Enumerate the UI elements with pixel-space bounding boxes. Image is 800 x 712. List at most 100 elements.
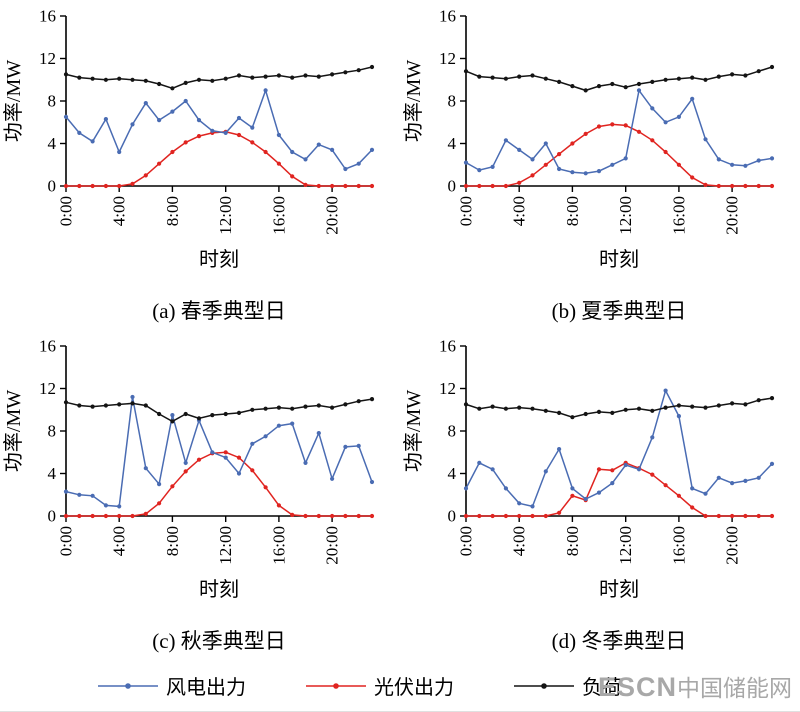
series-marker [583,496,588,502]
series-marker [490,513,495,519]
series-marker [663,388,668,393]
y-tick-label: 0 [448,507,457,526]
series-marker [623,123,628,128]
x-tick-label: 0:00 [57,196,76,226]
series-marker [236,455,242,460]
series-marker [236,73,242,78]
series-marker [756,475,761,480]
series-marker [650,408,655,413]
chart-cell-b: 0 4 8 12 16 0:00 4:00 8:00 12:00 16:00 20:00 功率/MW 时… [400,0,800,330]
series-marker [157,482,162,487]
series-marker [570,84,575,89]
series-marker [77,183,82,189]
series-marker [263,149,268,155]
series-marker [316,142,321,147]
series-marker [356,68,361,73]
x-tick-label: 8:00 [163,196,182,226]
series-marker [170,149,175,155]
series-marker [236,471,242,476]
series-marker [343,183,348,189]
series-marker [117,513,122,519]
x-tick-label: 12:00 [216,526,235,565]
series-marker [690,486,695,491]
series-marker [517,501,522,506]
series-marker [530,513,535,519]
series-marker [236,115,242,121]
series-marker [276,161,281,166]
series-marker [143,101,148,106]
series-line-0 [65,87,373,170]
series-marker [730,72,735,77]
series-marker [663,483,668,488]
series-marker [183,140,188,145]
series-marker [503,513,508,519]
series-marker [716,513,721,519]
series-marker [276,73,281,78]
series-marker [170,413,175,418]
series-marker [250,468,255,473]
y-tick-label: 8 [48,422,57,441]
series-marker [170,419,175,424]
series-marker [623,85,628,90]
series-marker [263,434,268,439]
y-tick-label: 4 [48,464,57,483]
series-line-1 [66,131,372,187]
series-marker [636,88,642,93]
series-marker [583,411,588,417]
subplot-title: (b) 夏季典型日 [552,299,687,323]
y-axis-label: 功率/MW [402,60,425,142]
series-marker [263,406,268,411]
series-marker [157,161,162,166]
series-marker [356,161,361,166]
series-marker [676,162,681,167]
y-tick-label: 8 [448,92,457,111]
series-marker [303,460,308,465]
series-marker [143,78,148,83]
series-marker [490,404,495,409]
watermark: ESCN中国储能网 [598,669,792,703]
series-marker [743,513,748,519]
series-marker [517,405,522,410]
series-marker [170,484,175,489]
series-marker [369,479,375,485]
y-axis-label: 功率/MW [2,60,25,142]
series-marker [210,128,215,133]
series-marker [557,447,562,452]
series-marker [743,402,748,407]
series-marker [610,162,615,167]
series-marker [690,175,695,180]
series-marker [63,72,69,77]
series-marker [463,402,469,407]
series-marker [250,140,255,145]
series-marker [210,78,215,83]
series-marker [623,156,628,161]
series-marker [583,131,588,136]
series-marker [117,76,122,81]
series-marker [103,403,108,408]
chart-b: 0 4 8 12 16 0:00 4:00 8:00 12:00 16:00 20:00 功率/MW 时… [402,7,775,323]
legend-label-pv: 光伏出力 [374,677,454,699]
x-tick-label: 4:00 [110,196,129,226]
series-marker [703,182,708,187]
series-marker [250,75,255,80]
chart-cell-a: 0 4 8 12 16 0:00 4:00 8:00 12:00 16:00 20:00 功率/MW 时… [0,0,400,330]
x-tick-label: 0:00 [457,526,476,556]
series-marker [477,74,482,79]
series-marker [236,410,242,415]
series-marker [743,73,748,78]
charts-grid: 0 4 8 12 16 0:00 4:00 8:00 12:00 16:00 20:00 功率/MW 时… [0,0,800,660]
series-marker [343,166,348,172]
series-marker [263,485,268,490]
series-marker [463,513,469,519]
series-marker [543,162,548,167]
series-marker [557,166,562,172]
series-marker [530,73,535,78]
chart-cell-d: 0 4 8 12 16 0:00 4:00 8:00 12:00 16:00 20:00 功率/MW 时… [400,330,800,660]
series-marker [276,503,281,508]
series-marker [77,75,82,80]
series-marker [130,513,135,519]
series-marker [477,513,482,519]
series-line-1 [466,123,772,187]
series-marker [716,183,721,189]
series-marker [263,88,268,93]
